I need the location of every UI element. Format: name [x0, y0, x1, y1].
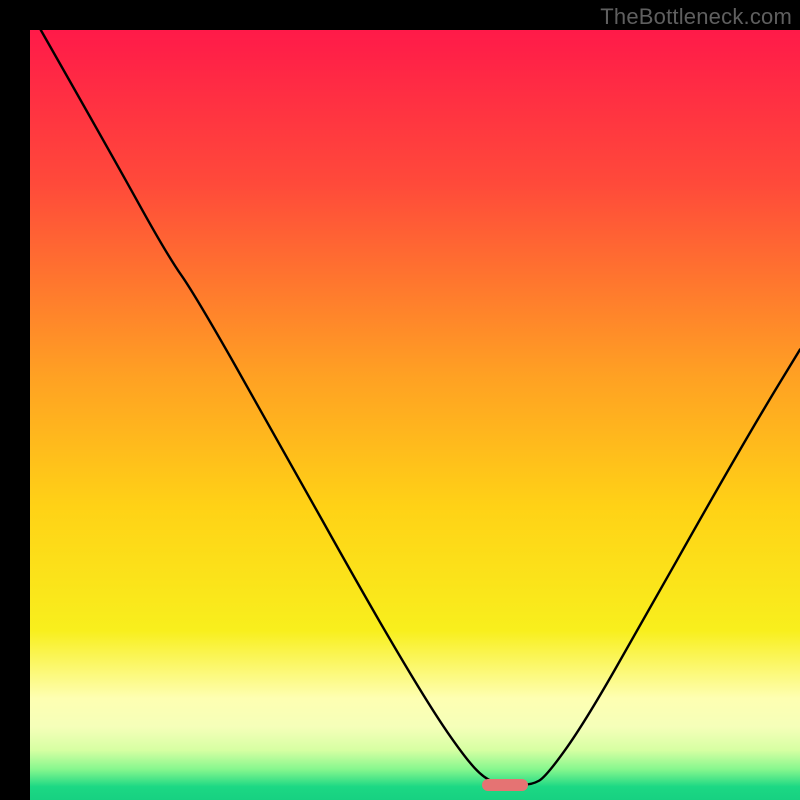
- watermark-text: TheBottleneck.com: [600, 4, 792, 30]
- curve-layer: [30, 30, 800, 800]
- optimal-marker: [482, 779, 528, 791]
- bottleneck-chart: TheBottleneck.com: [0, 0, 800, 800]
- bottleneck-curve: [41, 30, 800, 785]
- plot-area: [30, 30, 800, 800]
